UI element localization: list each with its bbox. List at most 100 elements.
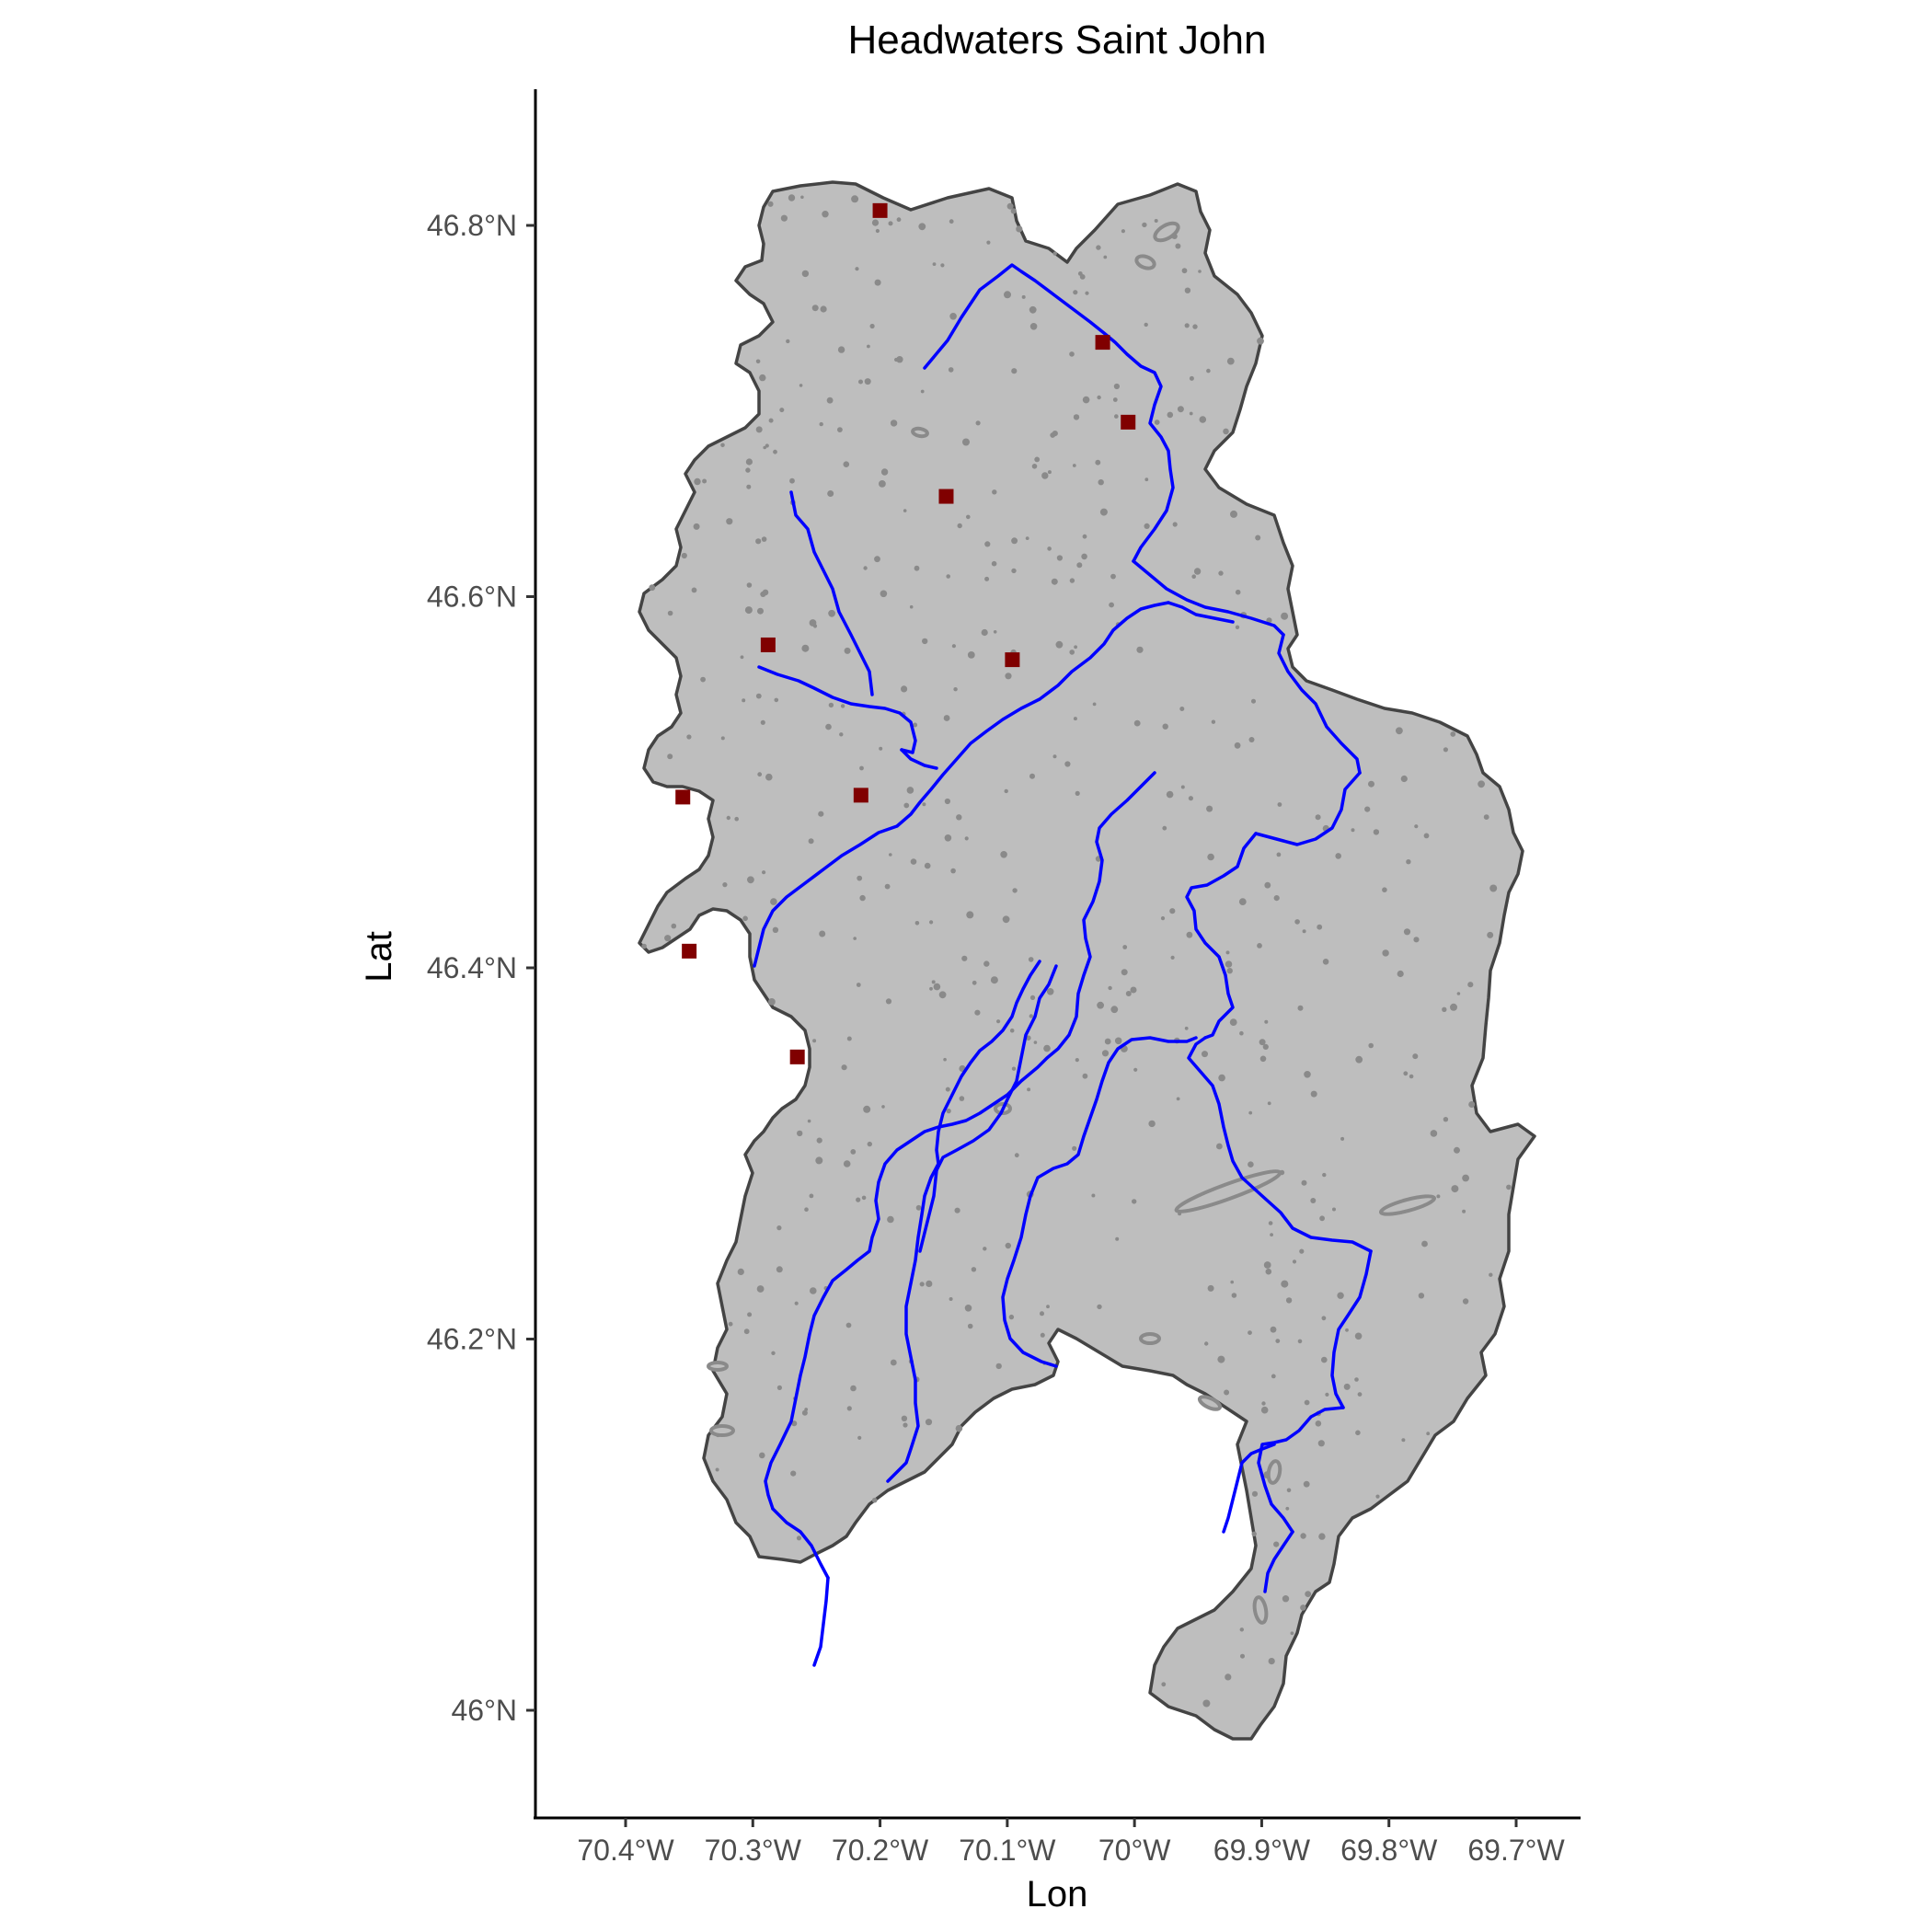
lake [1368, 1042, 1374, 1049]
lake [760, 591, 766, 598]
lake [1268, 1221, 1273, 1225]
lake [1202, 1051, 1208, 1058]
station-marker [938, 489, 954, 504]
lake [1160, 916, 1166, 921]
lake [1166, 790, 1174, 799]
lake [1169, 908, 1176, 914]
lake [1009, 1028, 1015, 1033]
river-line [1167, 601, 1235, 624]
lake [1378, 1194, 1437, 1216]
lake [881, 1105, 885, 1109]
lake [1364, 806, 1371, 812]
lake [728, 1321, 733, 1327]
lake [1029, 1014, 1034, 1018]
lake [925, 1419, 933, 1426]
lake [983, 1247, 987, 1251]
lake [743, 1328, 750, 1335]
lake [1207, 853, 1214, 861]
lake [1110, 573, 1116, 580]
lake [933, 983, 941, 991]
lake [1257, 337, 1264, 345]
lake [1226, 968, 1233, 974]
x-tick-label: 70.2°W [832, 1834, 929, 1867]
lake [1251, 698, 1256, 704]
lake [1097, 1001, 1104, 1009]
watershed-boundary [638, 180, 1536, 1741]
lake [774, 697, 779, 703]
lake [1081, 553, 1087, 560]
x-tick-label: 70.3°W [705, 1834, 802, 1867]
lake [1029, 305, 1037, 314]
lake [1064, 761, 1071, 767]
lake [726, 518, 733, 525]
lake [1270, 1233, 1273, 1236]
y-tick-label: 46.2°N [427, 1323, 517, 1356]
lake [1403, 1071, 1409, 1076]
lake [1192, 324, 1198, 329]
lake [1101, 1050, 1110, 1057]
lake [1181, 268, 1188, 274]
lake [759, 1452, 765, 1459]
lake [1142, 222, 1147, 228]
lake [1085, 291, 1089, 295]
lake [996, 1019, 1001, 1024]
river-line [1257, 1406, 1345, 1534]
lake [890, 1359, 897, 1366]
lake [1268, 1658, 1275, 1665]
lake [1076, 562, 1083, 569]
lake [759, 374, 766, 382]
lake [1454, 1146, 1460, 1154]
lake [776, 1385, 783, 1390]
lake [745, 458, 753, 466]
lake [1317, 1440, 1325, 1447]
river-line [757, 665, 917, 754]
lake [850, 1385, 857, 1392]
lake [1011, 1066, 1017, 1071]
lake [975, 420, 981, 426]
lake [984, 576, 990, 581]
lake [856, 1197, 861, 1202]
lake [1357, 1392, 1363, 1397]
lake [786, 339, 790, 344]
lake [1170, 955, 1175, 960]
lake [846, 1406, 852, 1411]
lake [1230, 510, 1237, 518]
lake [1456, 992, 1461, 995]
river-line [935, 964, 1058, 1172]
lake [1014, 1153, 1019, 1158]
lake [780, 214, 788, 222]
lake [1252, 1595, 1269, 1625]
lake [1319, 1215, 1325, 1222]
lake [914, 921, 920, 926]
lake [1216, 1143, 1223, 1150]
lake [1095, 459, 1101, 466]
station-marker [1121, 414, 1136, 430]
lake [804, 1207, 809, 1212]
lake [879, 480, 886, 488]
lake [825, 723, 832, 730]
lake [1332, 1207, 1336, 1212]
lake [839, 732, 844, 737]
lake [1259, 1055, 1267, 1063]
lake [867, 344, 870, 349]
lake [1028, 957, 1034, 962]
lake [940, 263, 945, 268]
lake [880, 590, 888, 598]
lake [913, 722, 918, 728]
lake [1263, 1261, 1271, 1269]
lake [746, 484, 752, 489]
lake [1403, 928, 1411, 936]
lake [858, 379, 863, 385]
lake [1266, 1459, 1282, 1485]
lake [1418, 1293, 1425, 1299]
lake [747, 876, 754, 884]
lake [1443, 747, 1448, 753]
lake [1108, 985, 1112, 991]
lake [944, 798, 950, 805]
lake [864, 378, 871, 385]
lake [1031, 464, 1038, 469]
lake [1225, 960, 1233, 968]
lake [1000, 851, 1007, 858]
lake [822, 211, 829, 218]
lake [944, 834, 952, 842]
